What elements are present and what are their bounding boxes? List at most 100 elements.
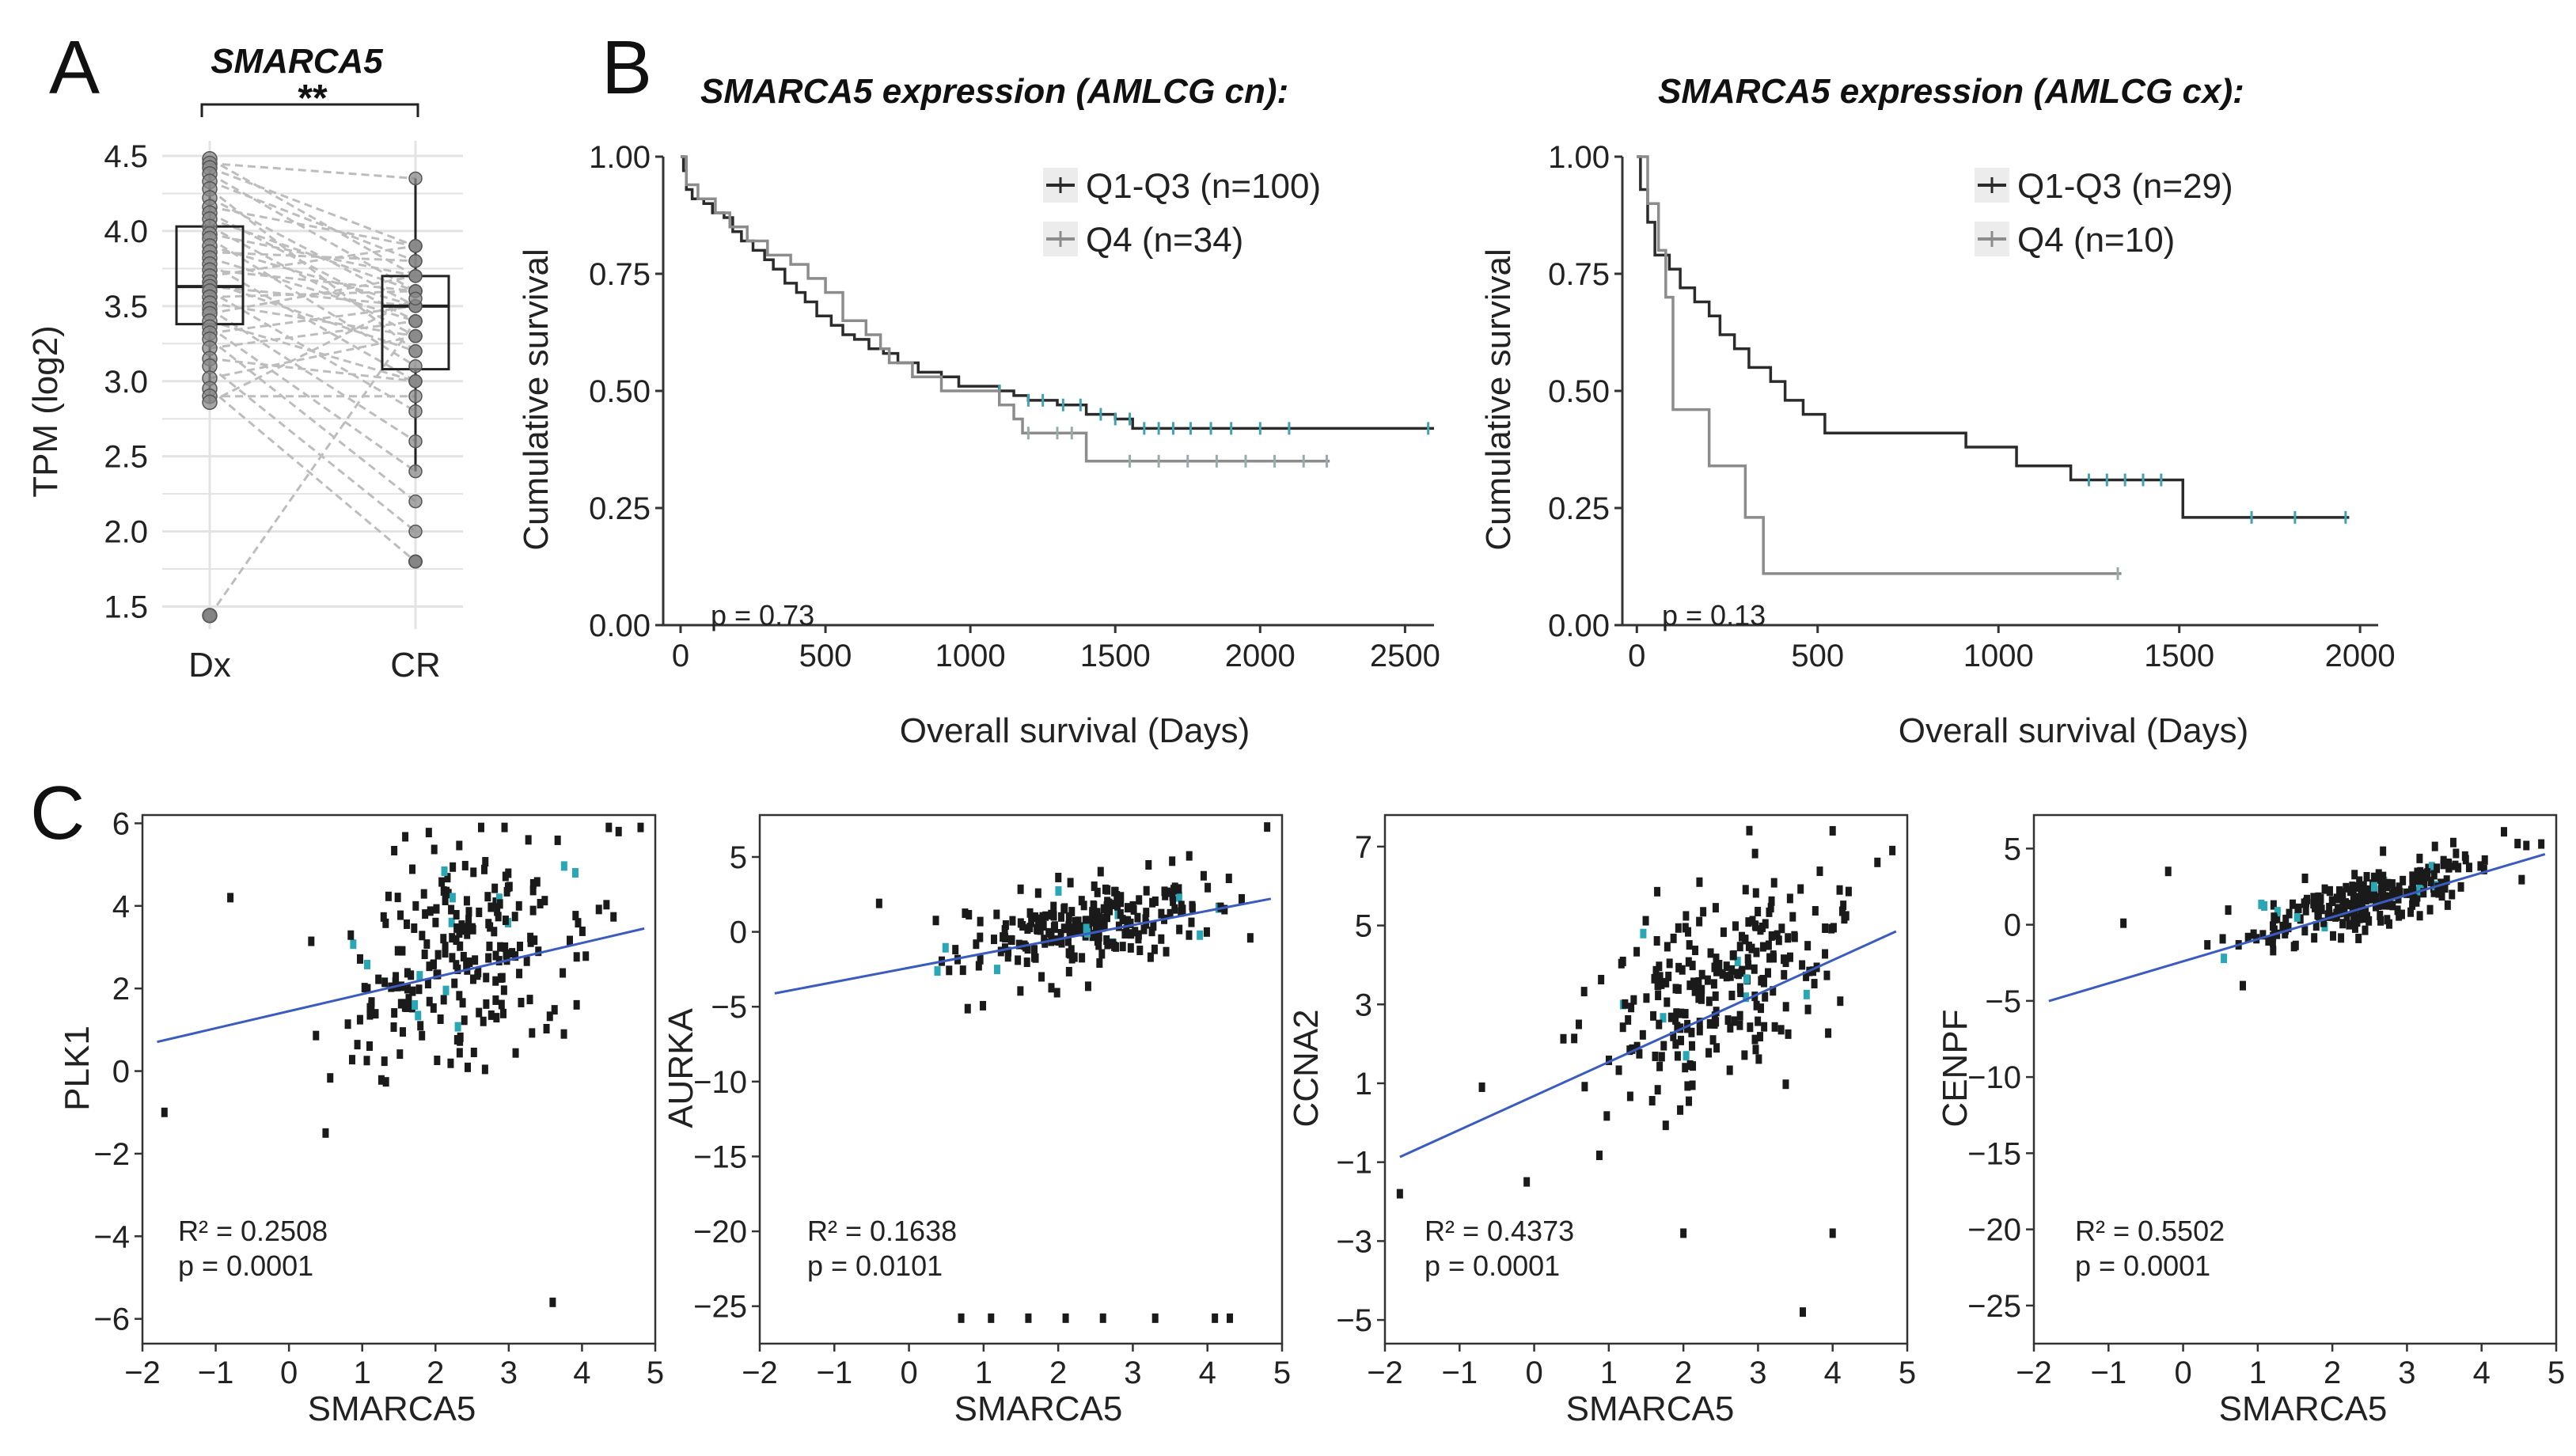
data-point [1706,1018,1713,1029]
x-tick-label: 1 [2249,1356,2267,1390]
data-point [408,970,415,980]
scatter-aurka: −2 −1 0 1 2 3 4 5−25−20−15−10−505 [693,813,1291,1390]
data-point [1002,919,1009,930]
data-point [515,901,522,911]
data-point [1757,1032,1764,1042]
data-point [1841,914,1848,924]
panel-label-a: A [49,25,100,110]
data-point [1741,1050,1748,1060]
data-point [391,845,398,855]
data-point [2370,882,2377,892]
data-point [2414,867,2421,878]
data-point [1654,980,1661,991]
data-point [466,957,473,968]
data-point [1662,1120,1669,1131]
data-point [394,946,401,956]
data-point [1034,888,1041,898]
data-point [529,885,537,896]
data-point [1742,935,1749,945]
data-point [347,930,355,940]
data-point [1143,919,1150,929]
data-point [382,1077,389,1087]
data-point [404,968,411,978]
x-tick-label: 1 [354,1356,371,1390]
data-point [1151,1313,1159,1323]
data-point [1889,845,1896,855]
data-point [463,896,470,906]
data-point [1710,979,1717,989]
data-point [2365,893,2373,904]
y-tick-label: −5 [1336,1303,1372,1338]
data-point [469,974,476,984]
y-tick-label: 0.25 [589,491,651,526]
data-point [1188,917,1195,927]
data-point [2336,908,2343,918]
data-point [426,961,433,972]
data-point [443,886,450,897]
data-point [1225,874,1232,884]
data-point [348,1055,355,1065]
data-point [409,864,416,874]
x-tick-label: 5 [1273,1356,1291,1390]
data-point [391,1008,398,1018]
data-point [1751,964,1758,974]
data-point [1837,996,1844,1007]
data-point [1067,878,1074,888]
data-point [1061,903,1068,913]
data-point [1212,1313,1219,1323]
data-point [2375,869,2382,879]
paired-line [209,335,416,380]
x-tick-label: −1 [198,1356,234,1390]
data-point [1751,1034,1758,1045]
data-point [1205,882,1212,893]
data-point [1752,888,1759,898]
data-point [1698,969,1705,980]
data-point [1686,1060,1694,1070]
data-point [1686,940,1693,950]
data-point [531,935,538,946]
data-point [1148,927,1155,937]
data-point [1698,994,1705,1004]
scatter-aurka-x-label: SMARCA5 [954,1390,1123,1428]
y-tick-label: 1.5 [104,590,148,625]
data-point [1653,935,1660,946]
data-point [404,984,411,994]
x-tick-label: 1500 [2144,639,2214,673]
data-point [2297,914,2304,924]
data-point [2385,919,2392,929]
data-point [526,995,533,1005]
paired-line [209,206,416,248]
data-point [1745,960,1752,970]
data-point-cr [408,389,423,404]
data-point [1785,1029,1792,1039]
km-cn-y-label: Cumulative survival [517,248,556,550]
data-point-cr [408,269,423,283]
data-point [2350,912,2358,923]
y-tick-label: 4.5 [104,139,148,174]
data-point [1083,923,1090,934]
data-point [2377,916,2384,926]
data-point [448,904,455,915]
data-point [1737,988,1744,998]
data-point [2350,890,2357,901]
data-point [1746,825,1753,836]
paired-line [209,173,416,293]
data-point [1766,907,1773,917]
data-point [977,932,984,942]
data-point [993,965,1000,975]
data-point [1679,965,1686,975]
data-point [1083,918,1090,928]
x-tick-label: 5 [2548,1356,2565,1390]
data-point [1697,985,1704,995]
data-point [1062,1313,1069,1323]
y-tick-label: −25 [1967,1289,2021,1324]
data-point [2443,875,2450,885]
data-point [2282,914,2290,924]
data-point [1682,1063,1689,1073]
data-point-cr [408,524,423,539]
y-tick-label: −5 [1985,984,2021,1019]
data-point [456,1048,463,1058]
scatter-plk1-r2: R² = 0.2508 [178,1215,328,1247]
data-point [535,946,542,957]
